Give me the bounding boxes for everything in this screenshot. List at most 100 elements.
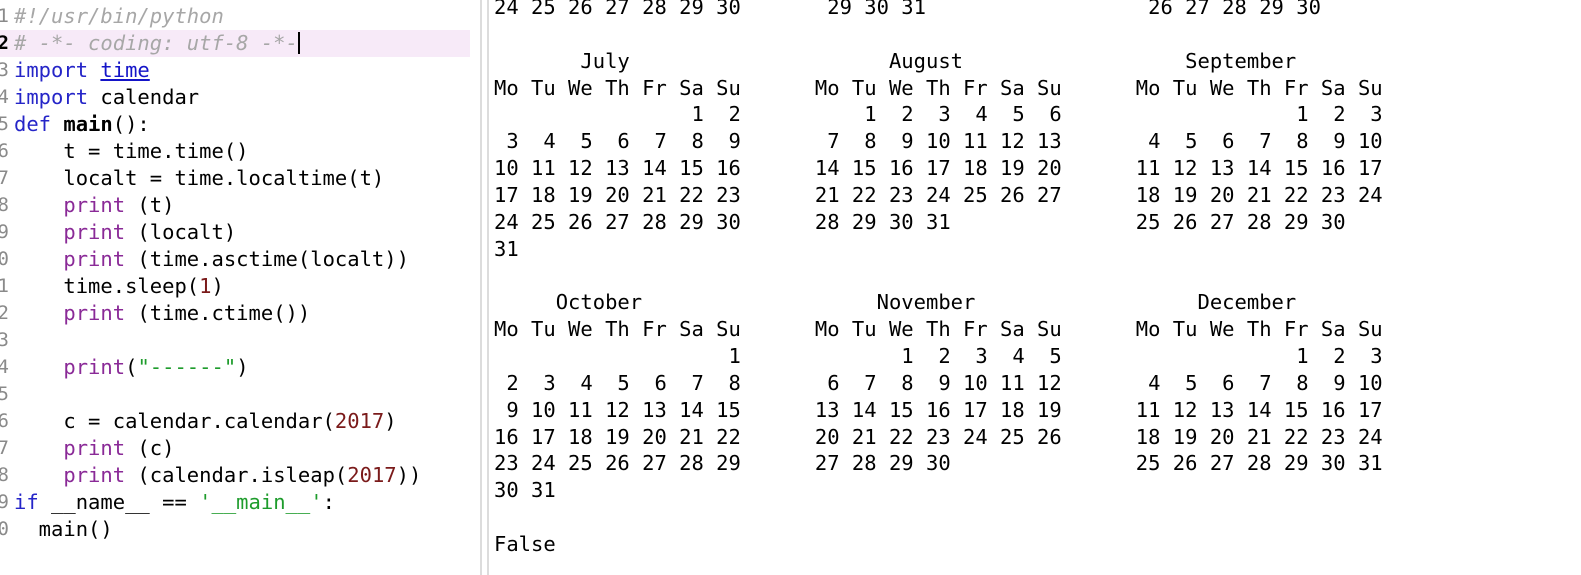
code-line[interactable]: 6 t = time.time() (0, 138, 470, 165)
code-line[interactable]: 1 #!/usr/bin/python (0, 3, 470, 30)
code-line[interactable]: 9 if __name__ == '__main__': (0, 489, 470, 516)
code-token: __name__ == (38, 490, 200, 514)
code-token: print (63, 247, 126, 271)
console-output[interactable]: 24 25 26 27 28 29 30 29 30 31 26 27 28 2… (490, 0, 1581, 575)
console-line: 23 24 25 26 27 28 29 27 28 29 30 25 26 2… (494, 451, 1383, 476)
line-number: 4 (0, 356, 9, 378)
code-token: (time.ctime()) (125, 301, 311, 325)
code-text: import time (14, 57, 150, 84)
console-line: False (494, 532, 556, 556)
code-token: (): (112, 112, 150, 136)
line-number: 3 (0, 329, 9, 351)
code-line[interactable]: 9 print (localt) (0, 219, 470, 246)
code-token: ) (211, 274, 224, 298)
line-number: 5 (0, 113, 9, 135)
code-editor[interactable]: 1 #!/usr/bin/python 2 # -*- coding: utf-8 -… (0, 0, 470, 575)
line-number: 7 (0, 167, 9, 189)
console-line: 24 25 26 27 28 29 30 29 30 31 26 27 28 2… (494, 0, 1321, 19)
code-token (88, 58, 100, 82)
code-token: ) (384, 409, 397, 433)
code-line[interactable]: 8 print (calendar.isleap(2017)) (0, 462, 470, 489)
console-line: 16 17 18 19 20 21 22 20 21 22 23 24 25 2… (494, 424, 1383, 449)
code-token: if (14, 490, 39, 514)
console-line: July August September (494, 48, 1297, 73)
line-number: 2 (0, 302, 9, 324)
code-line[interactable]: 3 import time (0, 57, 470, 84)
code-token: print (63, 220, 126, 244)
code-line[interactable]: 5 (0, 381, 470, 408)
code-token: print (63, 436, 126, 460)
code-token: t = time.time() (14, 139, 249, 163)
line-number: 0 (0, 248, 9, 270)
code-token: 1 (199, 274, 212, 298)
code-token: #!/usr/bin/python (14, 4, 224, 28)
code-line[interactable]: 4 print("------") (0, 354, 470, 381)
code-token: import (14, 58, 89, 82)
code-text: print("------") (14, 354, 248, 381)
code-text: t = time.time() (14, 138, 249, 165)
console-line: 2 3 4 5 6 7 8 6 7 8 9 10 11 12 4 5 6 7 8… (494, 370, 1383, 395)
code-line[interactable]: 8 print (t) (0, 192, 470, 219)
code-line[interactable]: 2 print (time.ctime()) (0, 300, 470, 327)
code-line[interactable]: 2 # -*- coding: utf-8 -*- (0, 30, 470, 57)
code-token: print (63, 463, 126, 487)
line-number: 8 (0, 464, 9, 486)
code-token (14, 193, 63, 217)
code-text: import calendar (14, 84, 199, 111)
console-line: 24 25 26 27 28 29 30 28 29 30 31 25 26 2… (494, 209, 1346, 234)
code-token (51, 112, 63, 136)
code-token: '__main__' (199, 490, 323, 514)
code-text: main() (14, 516, 113, 543)
code-token: time (100, 58, 150, 82)
line-number: 1 (0, 5, 9, 27)
console-line: 31 (494, 236, 519, 261)
console-line: 1 2 1 2 3 4 5 6 1 2 3 (494, 102, 1383, 127)
console-line: 9 10 11 12 13 14 15 13 14 15 16 17 18 19… (494, 397, 1383, 422)
code-token: def (14, 112, 52, 136)
console-line: October November December (494, 290, 1297, 315)
line-number: 0 (0, 518, 9, 540)
code-token: print (63, 301, 126, 325)
code-token: (t) (125, 193, 175, 217)
code-token: (c) (125, 436, 175, 460)
console-line: Mo Tu We Th Fr Sa Su Mo Tu We Th Fr Sa S… (494, 317, 1383, 342)
code-line[interactable]: 1 time.sleep(1) (0, 273, 470, 300)
code-line[interactable]: 0 print (time.asctime(localt)) (0, 246, 470, 273)
code-text: print (time.asctime(localt)) (14, 246, 409, 273)
pane-splitter[interactable] (480, 0, 482, 575)
line-number: 5 (0, 383, 9, 405)
console-line: 1 1 2 3 4 5 1 2 3 (494, 344, 1383, 369)
code-text: # -*- coding: utf-8 -*- (14, 30, 466, 57)
code-token: import (14, 85, 89, 109)
code-token: (time.asctime(localt)) (125, 247, 409, 271)
code-token (14, 301, 63, 325)
code-line[interactable]: 3 (0, 327, 470, 354)
code-line[interactable]: 7 print (c) (0, 435, 470, 462)
line-number: 3 (0, 59, 9, 81)
console-line: 3 4 5 6 7 8 9 7 8 9 10 11 12 13 4 5 6 7 … (494, 129, 1383, 154)
code-text: if __name__ == '__main__': (14, 489, 335, 516)
line-number: 9 (0, 221, 9, 243)
code-token: "------" (137, 355, 237, 379)
code-line[interactable]: 6 c = calendar.calendar(2017) (0, 408, 470, 435)
line-number: 8 (0, 194, 9, 216)
code-token: c = calendar.calendar( (14, 409, 335, 433)
code-token: localt = time.localtime(t) (14, 166, 385, 190)
code-text: print (time.ctime()) (14, 300, 310, 327)
console-line: Mo Tu We Th Fr Sa Su Mo Tu We Th Fr Sa S… (494, 75, 1383, 100)
code-text: localt = time.localtime(t) (14, 165, 384, 192)
code-token: (calendar.isleap( (125, 463, 348, 487)
code-line[interactable]: 7 localt = time.localtime(t) (0, 165, 470, 192)
line-number: 6 (0, 410, 9, 432)
code-token: : (322, 490, 335, 514)
code-text: c = calendar.calendar(2017) (14, 408, 397, 435)
code-token: main (63, 112, 113, 136)
code-line[interactable]: 4 import calendar (0, 84, 470, 111)
code-line[interactable]: 5 def main(): (0, 111, 470, 138)
code-token: 2017 (334, 409, 385, 433)
console-line: 17 18 19 20 21 22 23 21 22 23 24 25 26 2… (494, 182, 1383, 207)
code-text: #!/usr/bin/python (14, 3, 224, 30)
code-token: (localt) (125, 220, 237, 244)
code-token (14, 436, 63, 460)
code-line[interactable]: 0 main() (0, 516, 470, 543)
